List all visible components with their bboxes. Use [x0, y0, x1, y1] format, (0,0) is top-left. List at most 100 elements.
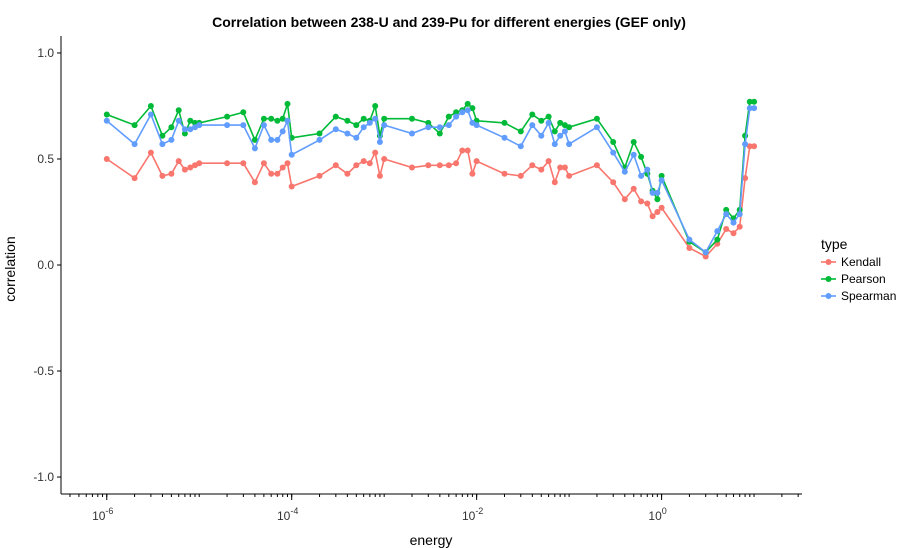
data-point-spearman — [425, 124, 432, 131]
series-spearman — [103, 105, 758, 256]
data-point-kendall — [654, 209, 661, 215]
data-point-kendall — [686, 245, 693, 251]
data-point-kendall — [464, 147, 471, 154]
data-point-pearson — [360, 115, 367, 122]
data-point-pearson — [409, 115, 415, 122]
data-point-kendall — [360, 158, 367, 165]
data-point-kendall — [251, 179, 258, 186]
y-tick-label: 0.5 — [37, 152, 54, 166]
data-point-pearson — [344, 117, 351, 124]
legend-label-kendall: Kendall — [841, 255, 881, 269]
data-point-pearson — [517, 128, 524, 135]
data-point-pearson — [332, 113, 339, 120]
data-point-pearson — [714, 236, 721, 243]
data-point-spearman — [658, 177, 665, 184]
data-point-kendall — [469, 170, 476, 177]
data-point-pearson — [453, 109, 460, 116]
data-point-pearson — [751, 98, 758, 105]
data-point-spearman — [453, 113, 460, 120]
series-line-kendall — [106, 145, 755, 258]
data-point-spearman — [473, 122, 480, 129]
data-point-spearman — [332, 126, 339, 133]
data-point-spearman — [274, 136, 281, 143]
data-point-spearman — [545, 119, 552, 126]
data-point-spearman — [746, 105, 753, 112]
data-point-spearman — [344, 130, 351, 137]
data-point-kendall — [459, 147, 466, 154]
data-point-pearson — [464, 100, 471, 107]
data-point-pearson — [284, 100, 291, 107]
data-point-kendall — [436, 162, 443, 169]
data-point-spearman — [376, 139, 383, 145]
data-point-pearson — [746, 98, 753, 105]
data-point-spearman — [360, 124, 367, 131]
data-point-spearman — [610, 149, 617, 156]
x-tick-label: 10-2 — [462, 506, 483, 523]
data-point-spearman — [551, 141, 558, 148]
data-point-kendall — [751, 143, 758, 150]
data-point-kendall — [517, 172, 524, 179]
data-point-spearman — [381, 122, 388, 129]
data-point-kendall — [376, 172, 383, 179]
data-point-spearman — [529, 122, 536, 129]
data-point-kendall — [529, 162, 536, 169]
data-point-pearson — [425, 119, 432, 126]
x-axis-ticks: 10-6 10-4 10-2 100 — [69, 494, 799, 523]
data-point-kendall — [353, 162, 360, 169]
data-point-pearson — [159, 132, 166, 139]
legend-key-kendall — [821, 259, 836, 265]
data-point-kendall — [445, 162, 452, 169]
data-point-kendall — [742, 175, 749, 182]
data-point-spearman — [316, 136, 323, 143]
data-point-spearman — [630, 151, 637, 158]
data-point-spearman — [538, 132, 545, 139]
data-point-pearson — [538, 117, 545, 124]
y-tick-label: 1.0 — [37, 46, 54, 60]
data-point-spearman — [131, 141, 138, 148]
data-point-kendall — [649, 213, 656, 220]
data-point-spearman — [168, 136, 175, 143]
series-pearson — [103, 98, 758, 256]
data-point-spearman — [366, 119, 373, 126]
data-point-kendall — [131, 175, 138, 182]
data-point-pearson — [638, 153, 645, 160]
data-point-spearman — [593, 124, 600, 131]
data-point-pearson — [545, 113, 552, 120]
data-point-kendall — [279, 164, 286, 171]
x-tick-label: 10-6 — [92, 506, 113, 523]
data-point-spearman — [736, 211, 743, 218]
data-point-kendall — [473, 158, 480, 165]
data-point-spearman — [557, 132, 564, 139]
y-tick-label: -0.5 — [33, 364, 54, 378]
data-point-pearson — [268, 115, 275, 122]
data-point-kendall — [702, 253, 709, 260]
data-point-pearson — [445, 113, 452, 120]
data-point-kendall — [159, 172, 166, 179]
data-point-pearson — [187, 117, 194, 124]
data-point-spearman — [686, 236, 693, 243]
data-point-kendall — [147, 149, 154, 156]
data-point-spearman — [566, 141, 573, 148]
legend-key-point — [825, 259, 832, 265]
data-point-spearman — [240, 122, 247, 129]
data-point-pearson — [251, 136, 258, 143]
data-point-pearson — [224, 113, 231, 120]
data-point-spearman — [742, 141, 749, 148]
legend-label-pearson: Pearson — [841, 272, 886, 286]
data-point-pearson — [147, 103, 154, 109]
data-point-pearson — [723, 206, 730, 213]
data-point-kendall — [103, 156, 110, 162]
data-point-kendall — [260, 160, 267, 167]
data-point-pearson — [274, 117, 281, 124]
y-axis-ticks: 1.0 0.5 0.0 -0.5 -1.0 — [33, 46, 61, 484]
data-point-kendall — [196, 160, 203, 167]
data-point-spearman — [723, 211, 730, 218]
y-tick-label: 0.0 — [37, 258, 54, 272]
data-point-kendall — [658, 204, 665, 211]
data-point-pearson — [240, 109, 247, 116]
data-point-pearson — [654, 196, 661, 203]
data-point-pearson — [131, 122, 138, 129]
legend-title: type — [821, 236, 848, 252]
data-point-pearson — [593, 115, 600, 122]
data-point-spearman — [501, 134, 508, 141]
